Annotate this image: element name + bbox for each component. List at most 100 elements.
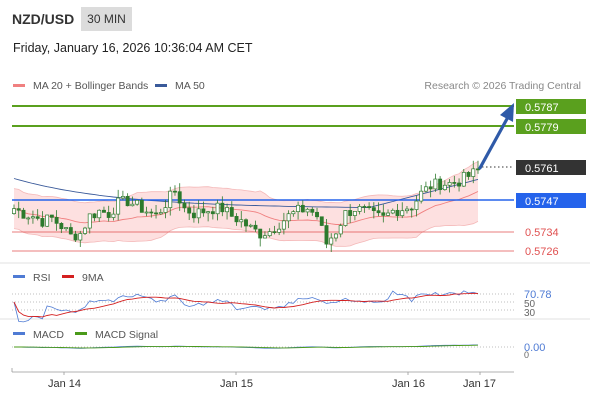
research-credit: Research © 2026 Trading Central	[424, 80, 581, 92]
macd-signal-legend-swatch	[75, 332, 87, 335]
candle-body	[87, 213, 92, 229]
candle-body	[405, 208, 409, 212]
candle-body	[116, 197, 121, 215]
candle-body	[191, 212, 196, 219]
candle-body	[310, 208, 315, 213]
candle-body	[168, 190, 173, 208]
candle-body	[371, 207, 376, 212]
candle-body	[201, 208, 206, 214]
interval-button[interactable]: 30 MIN	[81, 7, 132, 31]
candle-body	[177, 191, 182, 204]
symbol-title: NZD/USD	[12, 11, 75, 27]
candle-body	[338, 225, 343, 235]
candle-body	[97, 209, 102, 219]
candle-body	[281, 220, 286, 230]
candle-body	[139, 199, 144, 213]
macd-panel: MACD MACD Signal 0.00 0	[12, 329, 545, 360]
forecast-arrow-icon	[478, 103, 514, 170]
rsi-value: 70.78	[524, 289, 552, 301]
candle-body	[149, 211, 154, 214]
candle-body	[135, 199, 140, 205]
rsi-tick-50: 50	[524, 299, 536, 310]
candle-body	[106, 212, 111, 218]
level-badge-0.5761: 0.5761	[516, 160, 586, 175]
candle-body	[30, 216, 35, 219]
rsi-line	[13, 290, 479, 323]
candle-body	[457, 182, 462, 187]
level-label-0.5726: 0.5726	[525, 246, 559, 258]
candle-body	[390, 209, 395, 214]
candle-body	[196, 208, 201, 219]
candle-body	[386, 212, 390, 216]
candle-body	[352, 211, 357, 216]
candle-body	[92, 213, 97, 219]
candle-body	[267, 231, 272, 237]
candle-body	[324, 225, 329, 245]
candle-body	[334, 233, 338, 239]
candle-body	[315, 211, 319, 218]
macd-legend-swatch	[13, 332, 25, 335]
level-badge-0.5787: 0.5787	[516, 99, 586, 114]
candle-body	[120, 196, 125, 199]
candle-body	[367, 206, 372, 208]
candle-body	[253, 224, 258, 230]
candle-body	[173, 190, 177, 193]
ma50-legend-swatch	[155, 84, 167, 87]
candle-body	[329, 237, 334, 245]
candle-body	[438, 178, 443, 191]
candle-body	[376, 210, 381, 214]
candle-body	[187, 207, 192, 214]
candle-body	[362, 206, 367, 208]
ma50-legend-label: MA 50	[175, 80, 205, 92]
candle-body	[206, 211, 211, 214]
candle-body	[12, 208, 16, 214]
rsi-legend-swatch	[13, 275, 25, 278]
candle-body	[277, 228, 282, 233]
candle-body	[163, 207, 168, 213]
candle-body	[447, 182, 452, 186]
candle-body	[78, 233, 83, 241]
rsi-ma-legend-label: 9MA	[82, 272, 104, 284]
candle-body	[305, 208, 310, 213]
candle-body	[244, 219, 248, 227]
x-label-jan14: Jan 14	[48, 378, 81, 390]
macd-signal-line	[14, 344, 479, 349]
candle-body	[381, 212, 386, 216]
candle-body	[433, 178, 438, 190]
candle-body	[258, 228, 263, 239]
candle-body	[296, 204, 301, 213]
candle-body	[428, 186, 433, 190]
candle-body	[286, 213, 291, 222]
candle-body	[442, 184, 447, 191]
candlesticks	[12, 160, 480, 252]
macd-legend-label: MACD	[33, 329, 64, 341]
candle-body	[158, 212, 163, 215]
candle-body	[272, 231, 277, 233]
candle-body	[471, 168, 476, 177]
candle-body	[64, 227, 69, 230]
candle-body	[144, 211, 149, 214]
candle-body	[125, 196, 130, 207]
datetime-label: Friday, January 16, 2026 10:36:04 AM CET	[13, 41, 253, 55]
candle-body	[73, 233, 78, 241]
candle-body	[16, 208, 21, 211]
candle-body	[414, 200, 419, 210]
level-badge-0.5779: 0.5779	[516, 119, 586, 134]
level-label-0.5747: 0.5747	[525, 196, 559, 208]
candle-body	[40, 218, 45, 227]
level-label-0.5787: 0.5787	[525, 102, 559, 114]
rsi-tick-30: 30	[524, 308, 536, 319]
candle-body	[319, 216, 324, 226]
candle-body	[225, 207, 230, 213]
level-label-0.5734: 0.5734	[525, 227, 559, 239]
candle-body	[419, 190, 424, 202]
candle-body	[215, 202, 220, 215]
candle-body	[130, 203, 135, 207]
candle-body	[357, 206, 362, 212]
level-badge-0.5747: 0.5747	[516, 193, 586, 208]
candle-body	[68, 227, 73, 235]
candle-body	[409, 208, 414, 211]
rsi-legend-label: RSI	[33, 272, 51, 284]
candle-body	[102, 209, 106, 213]
macd-signal-legend-label: MACD Signal	[95, 329, 158, 341]
